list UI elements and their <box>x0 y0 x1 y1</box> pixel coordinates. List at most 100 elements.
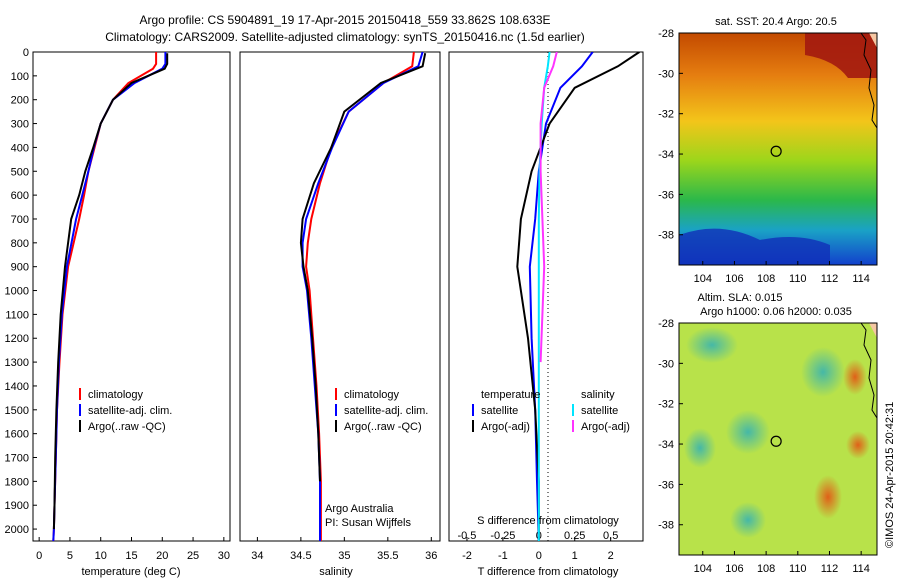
y-tick-label: 1500 <box>5 405 29 417</box>
sla-map-axes: 104 106 108 110 112 114 -28 -30 -32 -34 -36 -38 <box>658 318 870 575</box>
argo-location-marker <box>770 435 782 447</box>
y-tick-label: 1800 <box>5 476 29 488</box>
sla-low-blob <box>684 428 716 468</box>
map-y-tick-label: -36 <box>658 479 674 491</box>
x-tick-label: 2 <box>608 550 614 562</box>
map-y-tick-label: -32 <box>658 109 674 121</box>
temperature-lines <box>52 52 169 541</box>
y-tick-label: 2000 <box>5 524 29 536</box>
sla-low-blob <box>726 410 770 454</box>
x-tick-label: 5 <box>67 550 73 562</box>
x-tick-label: 25 <box>187 550 199 562</box>
top-x-tick-label: 0.5 <box>603 530 618 542</box>
y-tick-label: 1400 <box>5 381 29 393</box>
sst-map-title: sat. SST: 20.4 Argo: 20.5 <box>715 16 837 28</box>
y-tick-label: 1700 <box>5 453 29 465</box>
y-tick-label: 1100 <box>5 309 29 321</box>
map-x-tick-label: 112 <box>821 563 839 575</box>
map-y-tick-label: -36 <box>658 189 674 201</box>
map-y-tick-label: -34 <box>658 439 674 451</box>
x-tick-label: -1 <box>498 550 508 562</box>
series-line-climatology <box>305 52 415 541</box>
header-line2: Climatology: CARS2009. Satellite-adjuste… <box>105 30 585 44</box>
sla-high-blob <box>814 475 842 519</box>
y-tick-label: 1000 <box>5 286 29 298</box>
legend-label: Argo(-adj) <box>481 421 530 433</box>
y-tick-label: 0 <box>23 47 29 59</box>
map-y-tick-label: -28 <box>658 318 674 330</box>
series-line-climatology <box>52 52 158 541</box>
argo-location-marker <box>770 145 782 157</box>
map-x-tick-label: 108 <box>757 273 775 285</box>
salinity-panel: 34 34.5 35 35.5 36 climatology satellite-adj.… <box>239 51 441 578</box>
series-line-argo-raw-qc- <box>299 53 427 482</box>
sla-map-title: Altim. SLA: 0.015 <box>698 292 783 304</box>
sst-map-frame <box>678 32 878 266</box>
top-x-tick-label: 0.25 <box>564 530 585 542</box>
sst-land <box>869 33 877 48</box>
sla-land <box>869 323 877 338</box>
difference-x-axis: -2 -1 0 1 2-0.5 -0.25 0 0.25 0.5 <box>457 530 618 562</box>
map-x-tick-label: 112 <box>821 273 839 285</box>
salinity-xlabel: salinity <box>319 566 353 578</box>
series-line-satellite <box>537 52 551 541</box>
x-tick-label: -2 <box>462 550 472 562</box>
y-tick-label: 600 <box>11 190 29 202</box>
y-tick-label: 200 <box>11 95 29 107</box>
map-y-tick-label: -30 <box>658 358 674 370</box>
argo-australia-label: Argo Australia <box>325 503 394 515</box>
legend-label: climatology <box>88 389 144 401</box>
map-y-tick-label: -32 <box>658 399 674 411</box>
map-y-tick-label: -38 <box>658 230 674 242</box>
temperature-legend: climatology satellite-adj. clim. Argo(..ra… <box>79 388 172 433</box>
temperature-x-axis: 0 5 10 15 20 25 30 <box>36 537 230 562</box>
map-x-tick-label: 106 <box>725 563 743 575</box>
sst-cold-patch <box>679 228 830 265</box>
map-x-tick-label: 114 <box>852 563 870 575</box>
difference-panel: -2 -1 0 1 2-0.5 -0.25 0 0.25 0.5 temperature sali… <box>448 51 644 578</box>
y-tick-label: 500 <box>11 166 29 178</box>
map-y-tick-label: -34 <box>658 149 674 161</box>
temperature-xlabel: temperature (deg C) <box>81 566 180 578</box>
map-x-tick-label: 114 <box>852 273 870 285</box>
series-line-argo-raw-qc- <box>52 53 169 530</box>
salinity-axes <box>239 51 441 542</box>
y-tick-label: 400 <box>11 142 29 154</box>
series-line-argo-adj- <box>539 52 558 363</box>
x-tick-label: 35 <box>338 550 350 562</box>
map-x-tick-label: 106 <box>725 273 743 285</box>
y-tick-label: 100 <box>11 71 29 83</box>
sla-low-blob <box>686 327 738 363</box>
sla-map-subtitle: Argo h1000: 0.06 h2000: 0.035 <box>700 306 852 318</box>
temperature-panel: 0100200300400500600700800900100011001200… <box>5 47 231 578</box>
sla-map-frame <box>678 322 878 556</box>
salinity-lines <box>299 52 427 541</box>
legend-label: satellite-adj. clim. <box>88 405 172 417</box>
sst-map: sat. SST: 20.4 Argo: 20.5 104 106 108 110 11… <box>658 16 878 285</box>
legend-label: satellite <box>481 405 518 417</box>
y-tick-label: 800 <box>11 238 29 250</box>
salinity-legend: climatology satellite-adj. clim. Argo(..ra… <box>335 388 428 433</box>
legend-header: salinity <box>581 389 615 401</box>
y-tick-label: 700 <box>11 214 29 226</box>
y-tick-label: 900 <box>11 262 29 274</box>
y-tick-label: 1900 <box>5 500 29 512</box>
legend-label: Argo(..raw -QC) <box>88 421 166 433</box>
top-x-tick-label: -0.5 <box>457 530 476 542</box>
map-y-tick-label: -28 <box>658 28 674 40</box>
sst-coastline <box>860 32 878 129</box>
sst-warm-patch <box>805 33 877 78</box>
sla-high-blob <box>843 359 867 395</box>
difference-lines <box>516 52 640 541</box>
x-tick-label: 35.5 <box>377 550 398 562</box>
top-x-tick-label: -0.25 <box>490 530 515 542</box>
map-x-tick-label: 104 <box>694 563 712 575</box>
header-line1: Argo profile: CS 5904891_19 17-Apr-2015 … <box>140 13 551 27</box>
imos-watermark: ©IMOS 24-Apr-2015 20:42:31 <box>884 402 896 548</box>
x-tick-label: 36 <box>425 550 437 562</box>
legend-label: satellite-adj. clim. <box>344 405 428 417</box>
x-tick-label: 30 <box>218 550 230 562</box>
series-line-argo-adj- <box>516 52 640 541</box>
x-tick-label: 15 <box>125 550 137 562</box>
